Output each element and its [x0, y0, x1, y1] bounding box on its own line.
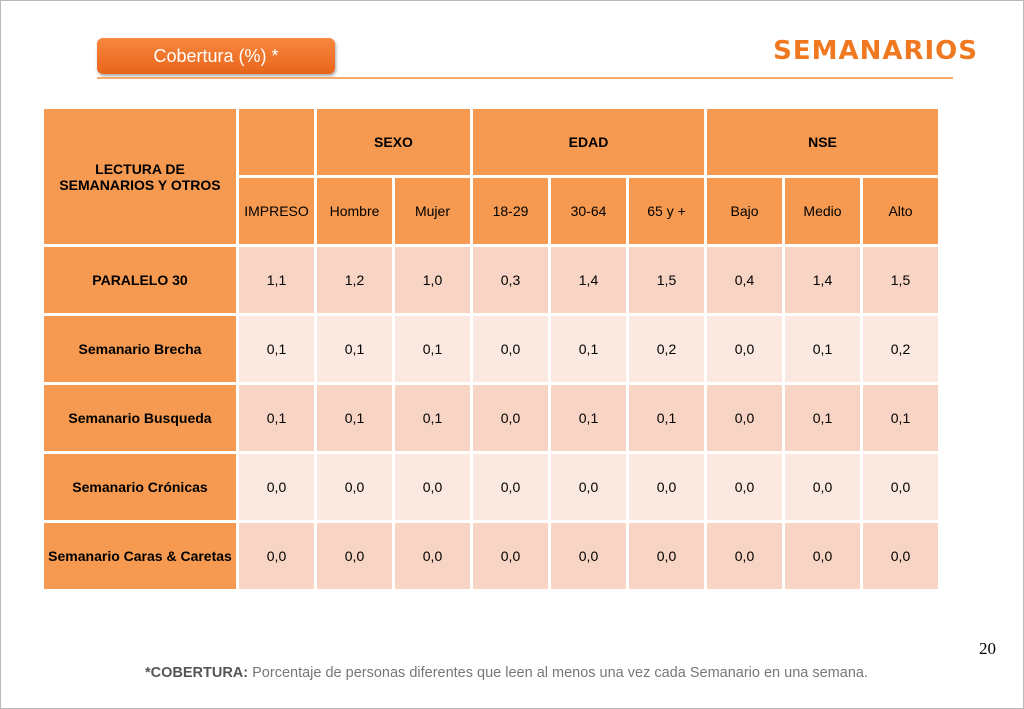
table-cell: 1,5	[863, 247, 938, 313]
footnote-text: Porcentaje de personas diferentes que le…	[248, 665, 868, 681]
column-header: Bajo	[707, 178, 782, 244]
page-number: 20	[979, 639, 996, 658]
footnote-label: *COBERTURA:	[145, 665, 249, 681]
table-cell: 0,1	[551, 385, 626, 451]
empty-group-header	[239, 109, 314, 175]
table-cell: 1,5	[629, 247, 704, 313]
table-cell: 0,0	[785, 454, 860, 520]
table-corner-header: LECTURA DE SEMANARIOS Y OTROS	[44, 109, 236, 244]
table-cell: 0,0	[317, 523, 392, 589]
table-cell: 0,4	[707, 247, 782, 313]
table-cell: 0,0	[317, 454, 392, 520]
table-cell: 0,1	[863, 385, 938, 451]
table-cell: 0,0	[707, 316, 782, 382]
table-cell: 0,0	[473, 385, 548, 451]
table-cell: 0,0	[551, 454, 626, 520]
table-cell: 0,0	[707, 454, 782, 520]
table-cell: 0,1	[395, 385, 470, 451]
table-cell: 0,2	[863, 316, 938, 382]
title-divider	[97, 77, 953, 79]
table-cell: 0,0	[629, 523, 704, 589]
table-cell: 0,0	[473, 523, 548, 589]
table-cell: 0,3	[473, 247, 548, 313]
column-header: 65 y +	[629, 178, 704, 244]
row-label: PARALELO 30	[44, 247, 236, 313]
table-cell: 0,0	[473, 454, 548, 520]
column-header: IMPRESO	[239, 178, 314, 244]
table-cell: 0,0	[863, 454, 938, 520]
table-cell: 1,4	[785, 247, 860, 313]
table-cell: 0,0	[707, 523, 782, 589]
table-cell: 0,1	[317, 316, 392, 382]
table-column-header-row: IMPRESO Hombre Mujer 18-29 30-64 65 y + …	[44, 178, 938, 244]
table-cell: 0,0	[551, 523, 626, 589]
group-header-sexo: SEXO	[317, 109, 470, 175]
table-cell: 0,1	[395, 316, 470, 382]
coverage-table: LECTURA DE SEMANARIOS Y OTROS SEXO EDAD …	[41, 106, 941, 592]
column-header: Medio	[785, 178, 860, 244]
table-row: Semanario Busqueda 0,1 0,1 0,1 0,0 0,1 0,1 0,0 0…	[44, 385, 938, 451]
table-cell: 0,0	[863, 523, 938, 589]
row-label: Semanario Crónicas	[44, 454, 236, 520]
table-cell: 0,0	[629, 454, 704, 520]
coverage-badge: Cobertura (%) *	[97, 38, 335, 74]
table-row: Semanario Crónicas 0,0 0,0 0,0 0,0 0,0 0,0 0,0 0…	[44, 454, 938, 520]
footnote: *COBERTURA: Porcentaje de personas difer…	[145, 664, 905, 683]
table-cell: 0,1	[239, 316, 314, 382]
table-cell: 0,0	[395, 523, 470, 589]
column-header: Alto	[863, 178, 938, 244]
table-body: PARALELO 30 1,1 1,2 1,0 0,3 1,4 1,5 0,4 1,4 1,5 Se…	[44, 247, 938, 589]
row-label: Semanario Caras & Caretas	[44, 523, 236, 589]
table-cell: 0,0	[707, 385, 782, 451]
column-header: 30-64	[551, 178, 626, 244]
group-header-edad: EDAD	[473, 109, 704, 175]
table-group-header-row: LECTURA DE SEMANARIOS Y OTROS SEXO EDAD …	[44, 109, 938, 244]
table-cell: 1,2	[317, 247, 392, 313]
table-cell: 1,4	[551, 247, 626, 313]
table-cell: 0,0	[395, 454, 470, 520]
table-cell: 0,1	[785, 385, 860, 451]
table-cell: 1,1	[239, 247, 314, 313]
table-cell: 1,0	[395, 247, 470, 313]
table-row: Semanario Brecha 0,1 0,1 0,1 0,0 0,1 0,2 0,0 0,1…	[44, 316, 938, 382]
table-cell: 0,0	[239, 454, 314, 520]
column-header: Hombre	[317, 178, 392, 244]
table-cell: 0,0	[785, 523, 860, 589]
row-label: Semanario Busqueda	[44, 385, 236, 451]
table-cell: 0,1	[785, 316, 860, 382]
table-cell: 0,2	[629, 316, 704, 382]
column-header: 18-29	[473, 178, 548, 244]
column-header: Mujer	[395, 178, 470, 244]
table-cell: 0,1	[551, 316, 626, 382]
page-title: SEMANARIOS	[773, 36, 978, 66]
table-cell: 0,1	[239, 385, 314, 451]
table-cell: 0,0	[473, 316, 548, 382]
table-cell: 0,1	[317, 385, 392, 451]
row-label: Semanario Brecha	[44, 316, 236, 382]
table-cell: 0,0	[239, 523, 314, 589]
table-cell: 0,1	[629, 385, 704, 451]
table-row: PARALELO 30 1,1 1,2 1,0 0,3 1,4 1,5 0,4 1,4 1,5	[44, 247, 938, 313]
table-row: Semanario Caras & Caretas 0,0 0,0 0,0 0,0 0,0…	[44, 523, 938, 589]
group-header-nse: NSE	[707, 109, 938, 175]
